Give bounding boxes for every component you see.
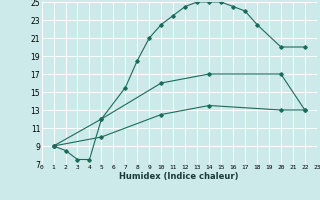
X-axis label: Humidex (Indice chaleur): Humidex (Indice chaleur) — [119, 172, 239, 181]
